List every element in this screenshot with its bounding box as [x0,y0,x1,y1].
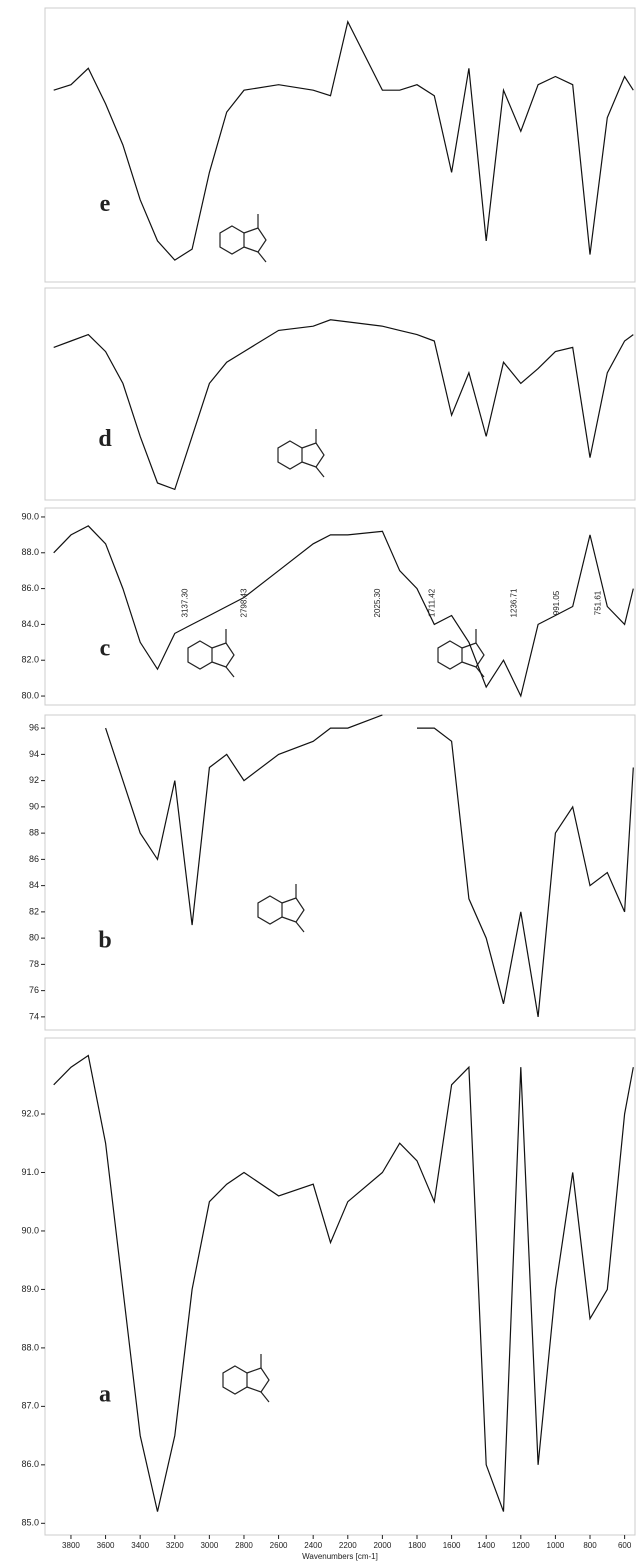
y-tick-label: 76 [29,985,39,995]
x-tick-label: 1200 [512,1541,530,1550]
x-tick-label: 1400 [477,1541,495,1550]
panel-frame [44,287,636,501]
structure [437,628,485,678]
spectrum-line [53,1054,634,1512]
spectrum-line [105,714,634,1017]
y-tick-label: 84.0 [21,619,39,629]
y-tick-label: 89.0 [21,1284,39,1294]
peak-label: 2798.43 [239,588,248,617]
spectrum-line [53,19,634,261]
y-tick-label: 88.0 [21,547,39,557]
y-tick-label: 90 [29,801,39,811]
spectrum-line [53,319,634,491]
x-tick-label: 1000 [547,1541,565,1550]
y-tick-label: 82.0 [21,655,39,665]
y-tick-label: 88 [29,828,39,838]
x-tick-label: 3000 [200,1541,218,1550]
panel-frame [44,714,636,1031]
y-tick-label: 90.0 [21,511,39,521]
x-tick-label: 1800 [408,1541,426,1550]
y-tick-label: 92.0 [21,1108,39,1118]
panel-frame [44,507,636,706]
y-tick-label: 86.0 [21,583,39,593]
y-tick-label: 96 [29,723,39,733]
panel-label: a [99,1381,111,1407]
x-tick-label: 600 [618,1541,632,1550]
y-tick-label: 78 [29,959,39,969]
peak-label: 3137.30 [181,588,190,617]
peak-label: 2025.30 [373,588,382,617]
y-tick-label: 94 [29,749,39,759]
y-tick-label: 86.0 [21,1459,39,1469]
peak-label: 991.05 [552,590,561,615]
y-tick-label: 90.0 [21,1225,39,1235]
x-axis-label: Wavenumbers [cm-1] [302,1552,378,1561]
x-tick-label: 3400 [131,1541,149,1550]
x-tick-label: 2200 [339,1541,357,1550]
spectrum-line [53,525,634,698]
structure [257,883,305,933]
panel-label: b [98,927,111,953]
structure [222,1353,270,1403]
y-tick-label: 74 [29,1011,39,1021]
panel-frame [44,7,636,283]
y-tick-label: 92 [29,775,39,785]
peak-label: 751.61 [593,590,602,615]
structure [187,628,235,678]
panel-label: d [98,426,112,452]
y-tick-label: 88.0 [21,1342,39,1352]
structure [277,428,325,478]
panel-frame [44,1037,636,1536]
y-tick-label: 84 [29,880,39,890]
x-tick-label: 3600 [97,1541,115,1550]
peak-label: 1236.71 [510,588,519,617]
structure [219,213,267,263]
panel-label: c [100,635,111,661]
x-tick-label: 3200 [166,1541,184,1550]
y-tick-label: 82 [29,906,39,916]
x-tick-label: 800 [583,1541,597,1550]
panel-label: e [100,191,111,217]
y-tick-label: 80 [29,933,39,943]
x-tick-label: 1600 [443,1541,461,1550]
peak-label: 1711.42 [427,588,436,617]
x-tick-label: 2600 [270,1541,288,1550]
y-tick-label: 80.0 [21,690,39,700]
x-tick-label: 2000 [373,1541,391,1550]
x-tick-label: 2800 [235,1541,253,1550]
y-tick-label: 91.0 [21,1167,39,1177]
x-tick-label: 3800 [62,1541,80,1550]
x-tick-label: 2400 [304,1541,322,1550]
y-tick-label: 85.0 [21,1518,39,1528]
y-tick-label: 86 [29,854,39,864]
y-tick-label: 87.0 [21,1401,39,1411]
